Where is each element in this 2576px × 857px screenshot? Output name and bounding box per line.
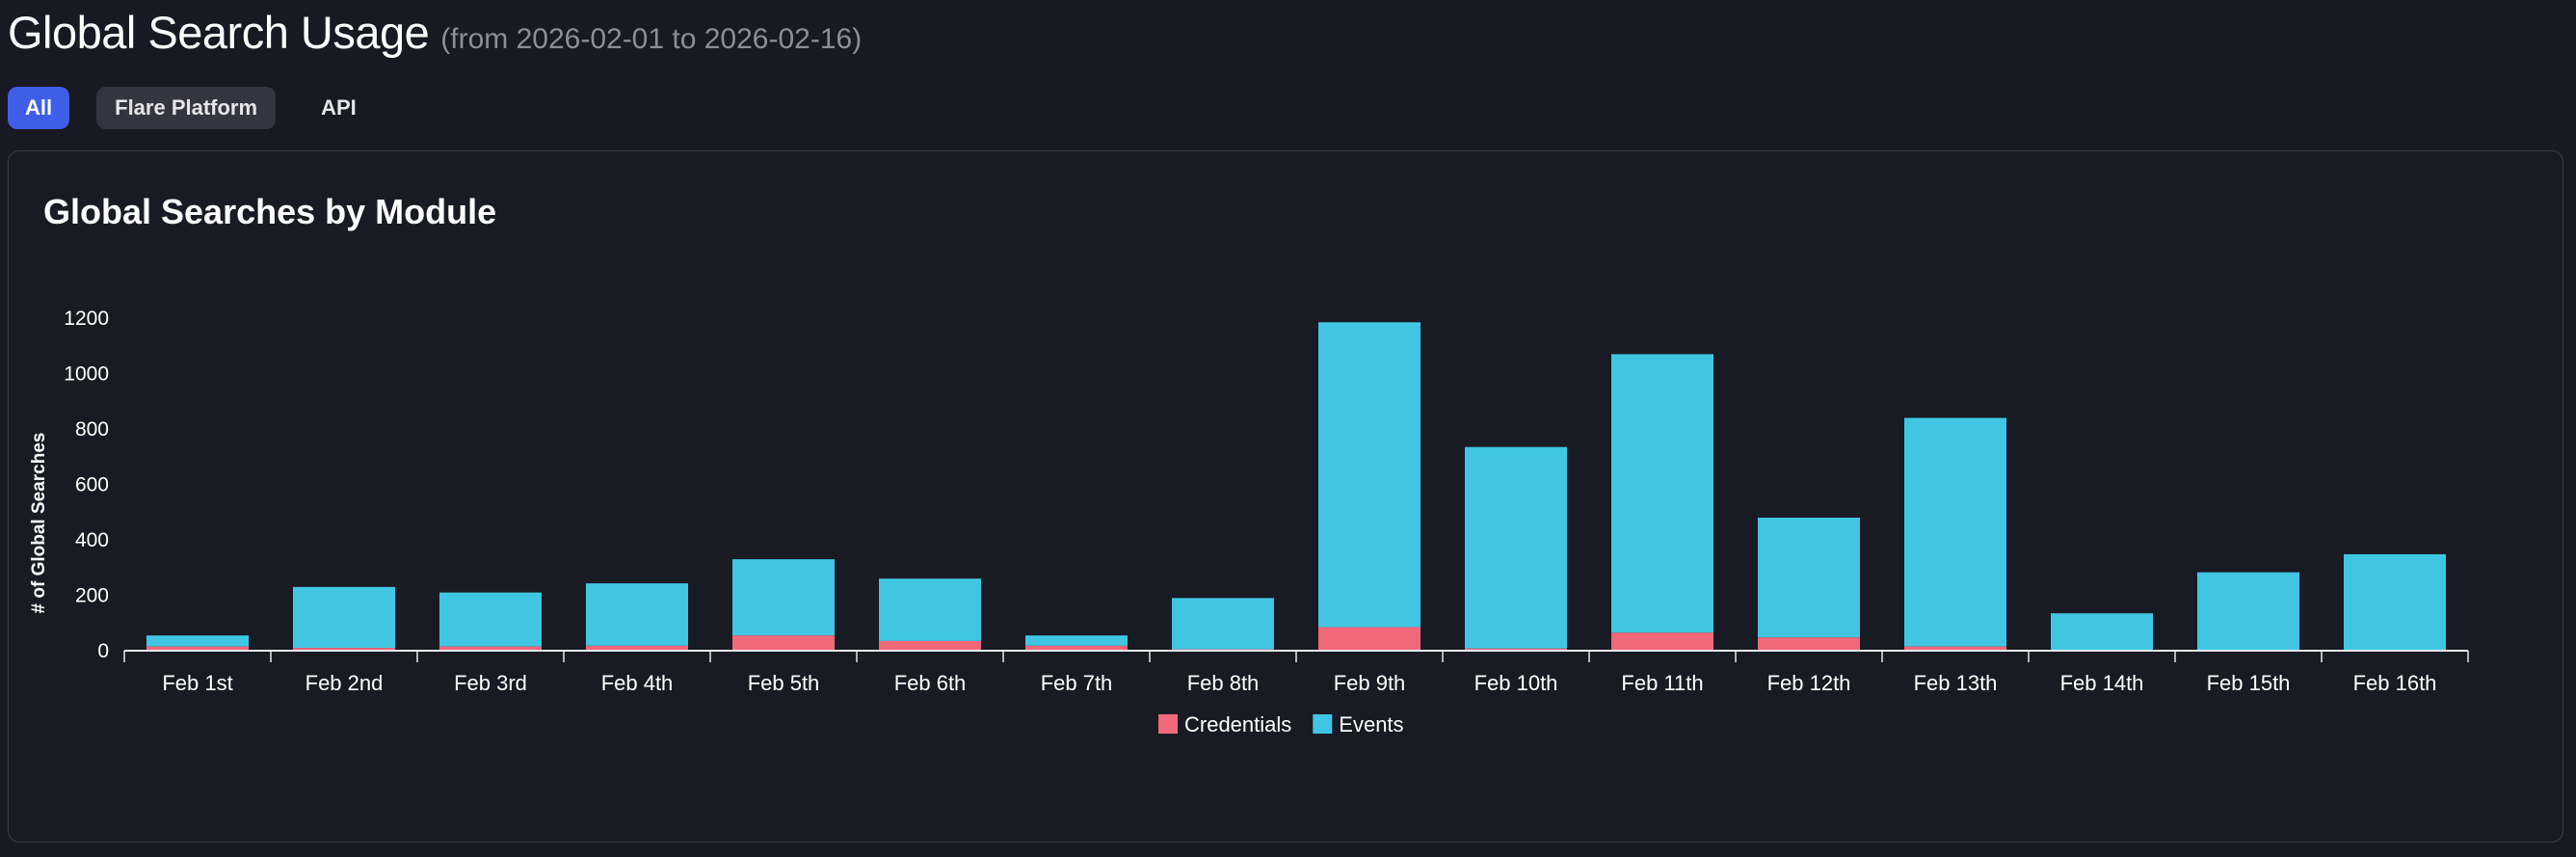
x-tick-label: Feb 5th xyxy=(748,671,820,695)
y-tick-label: 0 xyxy=(97,640,109,662)
x-tick-label: Feb 4th xyxy=(601,671,674,695)
x-tick-label: Feb 12th xyxy=(1767,671,1851,695)
bar-credentials xyxy=(879,640,981,651)
date-range-subtitle: (from 2026-02-01 to 2026-02-16) xyxy=(440,23,863,55)
bar-events xyxy=(2197,572,2299,651)
bar-events xyxy=(1904,417,2006,647)
chart-card: Global Searches by Module 0 200 400 600 800 1… xyxy=(8,150,2563,843)
page-title: Global Search Usage xyxy=(8,7,430,58)
bar-events xyxy=(1172,598,1274,650)
legend-swatch xyxy=(1313,714,1333,734)
x-tick-label: Feb 13th xyxy=(1914,671,1998,695)
bar-events xyxy=(439,592,542,647)
legend-label: Credentials xyxy=(1184,712,1291,736)
bar-credentials xyxy=(586,645,688,651)
x-tick-label: Feb 7th xyxy=(1041,671,1113,695)
bar-credentials xyxy=(293,648,395,651)
x-tick-label: Feb 10th xyxy=(1474,671,1558,695)
bar-events xyxy=(146,635,249,647)
bar-events xyxy=(732,559,835,636)
bar-credentials xyxy=(1318,627,1421,651)
bar-credentials xyxy=(146,646,249,651)
bar-events xyxy=(1465,446,1567,649)
chart-title: Global Searches by Module xyxy=(43,192,497,231)
bar-events xyxy=(1025,635,1128,646)
bar-credentials xyxy=(1465,648,1567,651)
y-tick-label: 1200 xyxy=(64,308,109,330)
y-tick-label: 1000 xyxy=(64,363,109,386)
x-tick-label: Feb 6th xyxy=(894,671,967,695)
y-axis-label: # of Global Searches xyxy=(29,433,49,614)
y-tick-label: 800 xyxy=(75,418,109,441)
y-tick-label: 600 xyxy=(75,474,109,496)
bar-events xyxy=(879,578,981,641)
bar-events xyxy=(2051,613,2153,651)
x-tick-label: Feb 3rd xyxy=(454,671,527,695)
x-tick-label: Feb 16th xyxy=(2353,671,2437,695)
x-tick-label: Feb 2nd xyxy=(305,671,384,695)
bar-events xyxy=(1611,354,1713,633)
x-tick-label: Feb 1st xyxy=(162,671,232,695)
bar-credentials xyxy=(1025,645,1128,651)
legend-label: Events xyxy=(1339,712,1403,736)
page-header: Global Search Usage (from 2026-02-01 to … xyxy=(8,6,862,59)
bar-credentials xyxy=(1611,632,1713,651)
bar-events xyxy=(586,583,688,646)
bar-events xyxy=(1758,518,1860,638)
bar-credentials xyxy=(439,646,542,651)
tab-api[interactable]: API xyxy=(321,95,357,120)
stacked-bar-chart: 0 200 400 600 800 1000 1200 # of Global Searche… xyxy=(29,308,2469,736)
bar-credentials xyxy=(1904,646,2006,651)
x-tick-label: Feb 11th xyxy=(1621,671,1703,695)
x-tick-label: Feb 9th xyxy=(1334,671,1406,695)
bar-events xyxy=(2344,553,2446,651)
x-tick-label: Feb 8th xyxy=(1187,671,1260,695)
y-tick-label: 400 xyxy=(75,529,109,551)
bar-events xyxy=(1318,322,1421,628)
y-tick-label: 200 xyxy=(75,585,109,607)
source-filter-tabs: All Flare Platform API xyxy=(8,87,375,129)
x-tick-label: Feb 14th xyxy=(2060,671,2144,695)
bar-credentials xyxy=(732,635,835,651)
tab-all[interactable]: All xyxy=(8,87,70,129)
bar-credentials xyxy=(1758,637,1860,651)
tab-flare-platform[interactable]: Flare Platform xyxy=(96,87,277,129)
x-tick-label: Feb 15th xyxy=(2207,671,2291,695)
bar-events xyxy=(293,586,395,649)
legend-swatch xyxy=(1158,714,1178,734)
